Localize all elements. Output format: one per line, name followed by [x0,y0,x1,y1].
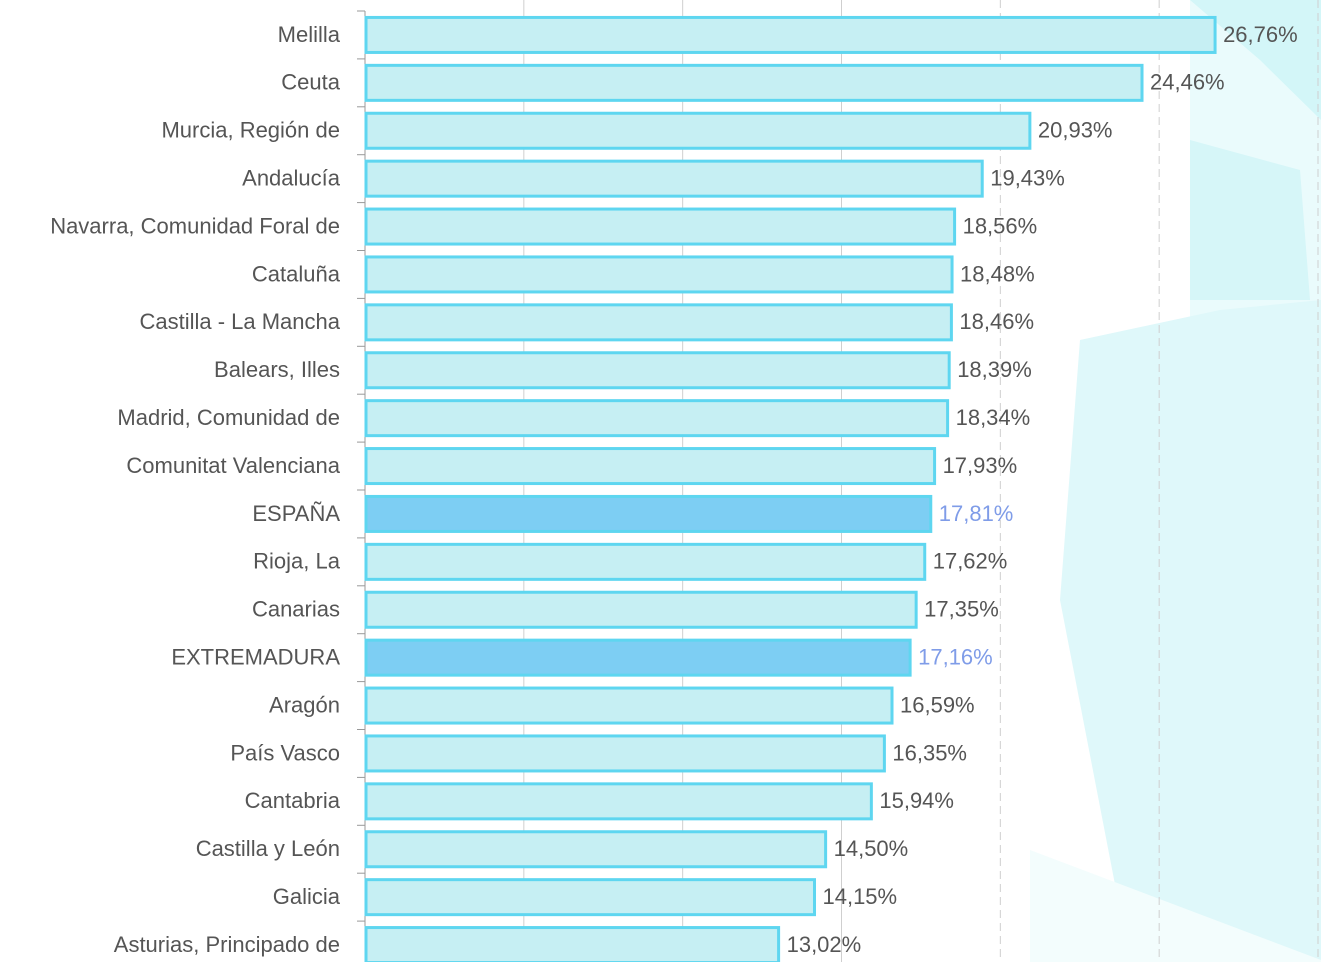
value-label: 13,02% [787,932,862,957]
y-tick-label: Castilla - La Mancha [139,309,340,334]
y-tick-label: Cantabria [245,788,341,813]
value-label: 17,62% [933,549,1008,574]
y-tick-label: Melilla [278,22,341,47]
bar [364,734,886,773]
bar [364,494,933,533]
value-label: 20,93% [1038,118,1113,143]
bar [364,782,873,821]
y-tick-label: Canarias [252,597,340,622]
value-label: 16,35% [892,740,967,765]
value-label: 17,81% [939,501,1014,526]
y-tick-label: Madrid, Comunidad de [117,405,340,430]
value-label: 18,56% [963,213,1038,238]
y-tick-label: Galicia [273,884,341,909]
bar [364,447,937,486]
value-label: 14,15% [822,884,897,909]
background-decoration [1030,0,1321,962]
bar [364,15,1217,54]
value-label: 19,43% [990,165,1065,190]
y-tick-label: Andalucía [242,165,341,190]
bar [364,590,918,629]
y-tick-label: Navarra, Comunidad Foral de [50,213,340,238]
value-label: 17,16% [918,644,993,669]
bar [364,159,984,198]
value-label: 16,59% [900,692,975,717]
y-tick-label: Murcia, Región de [161,118,340,143]
value-label: 26,76% [1223,22,1298,47]
bar [364,830,828,869]
bar [364,926,781,962]
bar [364,207,957,246]
value-label: 24,46% [1150,70,1225,95]
bar [364,638,912,677]
y-tick-label: Ceuta [281,70,340,95]
bar [364,878,816,917]
y-tick-label: Balears, Illes [214,357,340,382]
bar [364,255,954,294]
y-tick-label: Rioja, La [253,549,341,574]
y-tick-label: Aragón [269,692,340,717]
value-label: 14,50% [834,836,909,861]
value-label: 18,39% [957,357,1032,382]
value-label: 18,34% [956,405,1031,430]
bar [364,111,1032,150]
y-tick-label: Comunitat Valenciana [126,453,340,478]
bar [364,63,1144,102]
bar [364,542,927,581]
bar [364,351,951,390]
y-tick-label: Asturias, Principado de [114,932,340,957]
y-tick-label: ESPAÑA [252,501,340,526]
value-label: 18,48% [960,261,1035,286]
y-tick-label: Castilla y León [196,836,340,861]
bar [364,399,950,438]
y-tick-label: País Vasco [230,740,340,765]
value-label: 17,35% [924,597,999,622]
bar [364,686,894,725]
bar [364,303,953,342]
value-label: 17,93% [943,453,1018,478]
value-label: 15,94% [879,788,954,813]
value-label: 18,46% [959,309,1034,334]
y-tick-label: Cataluña [252,261,341,286]
y-tick-label: EXTREMADURA [171,644,340,669]
